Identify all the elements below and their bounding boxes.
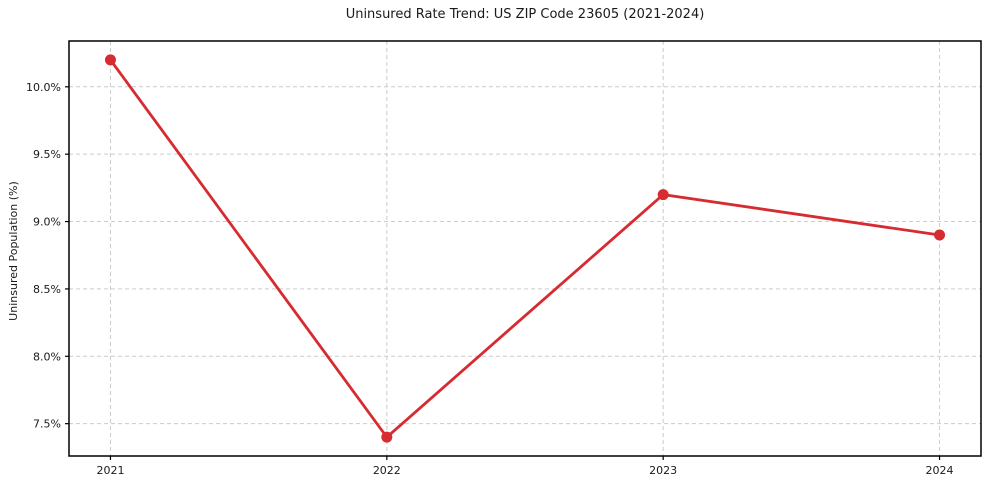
x-tick-label: 2023	[649, 464, 677, 477]
y-tick-label: 8.0%	[33, 350, 61, 363]
data-point-marker	[657, 189, 669, 201]
data-point-marker	[104, 54, 116, 66]
y-tick-label: 9.5%	[33, 148, 61, 161]
y-tick-label: 10.0%	[26, 81, 61, 94]
data-line	[109, 59, 940, 440]
y-tick-label: 9.0%	[33, 216, 61, 229]
x-tick-label: 2024	[926, 464, 954, 477]
y-tick-label: 8.5%	[33, 283, 61, 296]
data-point-marker	[381, 431, 393, 443]
data-point-marker	[934, 229, 946, 241]
y-tick-label: 7.5%	[33, 418, 61, 431]
plot-border	[68, 40, 982, 457]
chart-title: Uninsured Rate Trend: US ZIP Code 23605 …	[345, 7, 705, 22]
x-tick-label: 2021	[96, 464, 124, 477]
x-tick-label: 2022	[373, 464, 401, 477]
